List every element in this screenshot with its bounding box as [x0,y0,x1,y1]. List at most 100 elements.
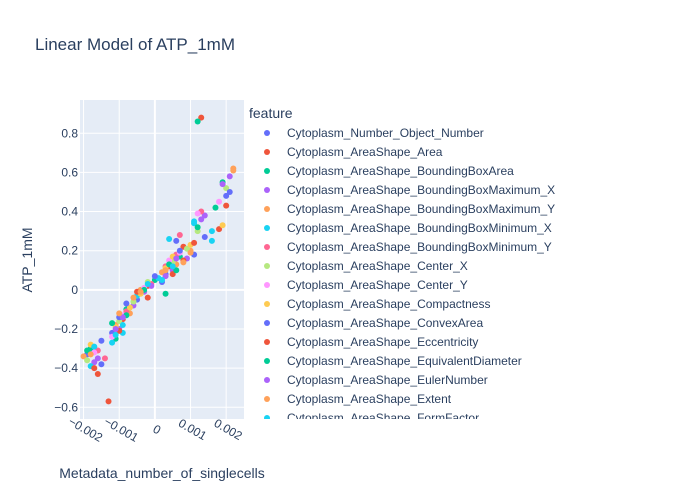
data-point [198,114,205,121]
y-tick-label: −0.2 [54,322,78,336]
legend-label: Cytoplasm_AreaShape_BoundingBoxMaximum_X [287,183,555,197]
data-point [101,355,108,362]
legend-item[interactable]: Cytoplasm_AreaShape_Center_Y [264,278,468,292]
legend-label: Cytoplasm_AreaShape_EulerNumber [287,373,488,387]
data-points [80,114,237,405]
legend-marker [264,225,270,231]
data-point [194,224,201,231]
legend-marker [264,244,270,250]
legend-item[interactable]: Cytoplasm_AreaShape_Eccentricity [264,335,478,349]
data-point [162,273,169,280]
data-point [223,192,230,199]
legend-marker [264,282,270,288]
y-tick-label: 0.6 [61,165,78,179]
legend-item[interactable]: Cytoplasm_AreaShape_FormFactor [264,411,479,425]
data-point [94,370,101,377]
data-point [201,233,208,240]
data-point [183,245,190,252]
data-point [162,290,169,297]
data-point [98,337,105,344]
data-point [119,314,126,321]
legend-marker [264,168,270,174]
legend-item[interactable]: Cytoplasm_AreaShape_BoundingBoxMaximum_X [264,183,555,197]
data-point [191,239,198,246]
y-tick-label: −0.4 [54,361,78,375]
legend-item[interactable]: Cytoplasm_AreaShape_EquivalentDiameter [264,354,522,368]
data-point [169,271,176,278]
legend-marker [264,187,270,193]
data-point [201,212,208,219]
plot-area [80,100,244,419]
data-point [194,118,201,125]
data-point [173,237,180,244]
data-point [230,167,237,174]
legend-item[interactable]: Cytoplasm_AreaShape_BoundingBoxMinimum_Y [264,240,552,254]
data-point [91,343,98,350]
legend-marker [264,130,270,136]
data-point [173,267,180,274]
data-point [123,300,130,307]
legend-label: Cytoplasm_AreaShape_BoundingBoxMinimum_Y [287,240,552,254]
data-point [94,355,101,362]
legend-item[interactable]: Cytoplasm_AreaShape_Extent [264,392,452,406]
legend-item[interactable]: Cytoplasm_AreaShape_BoundingBoxMinimum_X [264,221,552,235]
data-point [173,255,180,262]
legend-item[interactable]: Cytoplasm_AreaShape_Area [264,145,443,159]
legend-label: Cytoplasm_AreaShape_Area [287,145,443,159]
data-point [109,320,116,327]
legend-item[interactable]: Cytoplasm_AreaShape_Center_X [264,259,468,273]
legend-label: Cytoplasm_AreaShape_BoundingBoxMaximum_Y [287,202,555,216]
legend-marker [264,377,270,383]
legend-item[interactable]: Cytoplasm_AreaShape_ConvexArea [264,316,483,330]
legend-marker [264,149,270,155]
legend-marker [264,339,270,345]
y-tick-label: 0.8 [61,126,78,140]
data-point [119,322,126,329]
data-point [208,228,215,235]
legend-marker [264,301,270,307]
legend-item[interactable]: Cytoplasm_AreaShape_BoundingBoxMaximum_Y [264,202,555,216]
data-point [84,347,91,354]
y-tick-labels: 0.8 0.6 0.4 0.2 0 −0.2 −0.4 −0.6 [54,126,78,414]
gridlines [80,100,244,419]
legend-label: Cytoplasm_AreaShape_Eccentricity [287,335,478,349]
legend-label: Cytoplasm_AreaShape_BoundingBoxMinimum_X [287,221,552,235]
legend-label: Cytoplasm_AreaShape_Compactness [287,297,490,311]
data-point [159,277,165,284]
data-point [84,357,91,364]
y-tick-label: 0.2 [61,244,78,258]
data-point [194,210,201,217]
x-axis-title: Metadata_number_of_singlecells [59,465,264,481]
legend-label: Cytoplasm_Number_Object_Number [287,126,484,140]
data-point [109,339,116,346]
data-point [212,204,219,211]
y-tick-label: 0 [71,283,78,297]
data-point [219,181,226,188]
legend-marker [264,263,270,269]
data-point [219,222,226,229]
legend-item[interactable]: Cytoplasm_AreaShape_Compactness [264,297,490,311]
data-point [169,263,176,270]
data-point [216,226,223,233]
data-point [176,232,183,239]
data-point [116,310,123,317]
legend-item[interactable]: Cytoplasm_AreaShape_EulerNumber [264,373,488,387]
data-point [223,185,230,192]
legend-label: Cytoplasm_AreaShape_Center_X [287,259,468,273]
legend-label: Cytoplasm_AreaShape_Extent [287,392,452,406]
data-point [198,216,205,223]
data-point [216,198,223,205]
data-point [112,331,119,338]
legend-label: Cytoplasm_AreaShape_EquivalentDiameter [287,354,522,368]
legend-label: Cytoplasm_AreaShape_BoundingBoxArea [287,164,514,178]
legend-marker [264,396,270,402]
x-tick-label: 0.001 [176,416,209,443]
data-point [187,249,194,256]
legend[interactable]: Cytoplasm_Number_Object_Number Cytoplasm_… [264,126,555,425]
x-tick-label: 0.002 [212,416,245,443]
data-point [180,259,187,266]
legend-item[interactable]: Cytoplasm_Number_Object_Number [264,126,484,140]
y-tick-label: 0.4 [61,205,78,219]
legend-item[interactable]: Cytoplasm_AreaShape_BoundingBoxArea [264,164,514,178]
